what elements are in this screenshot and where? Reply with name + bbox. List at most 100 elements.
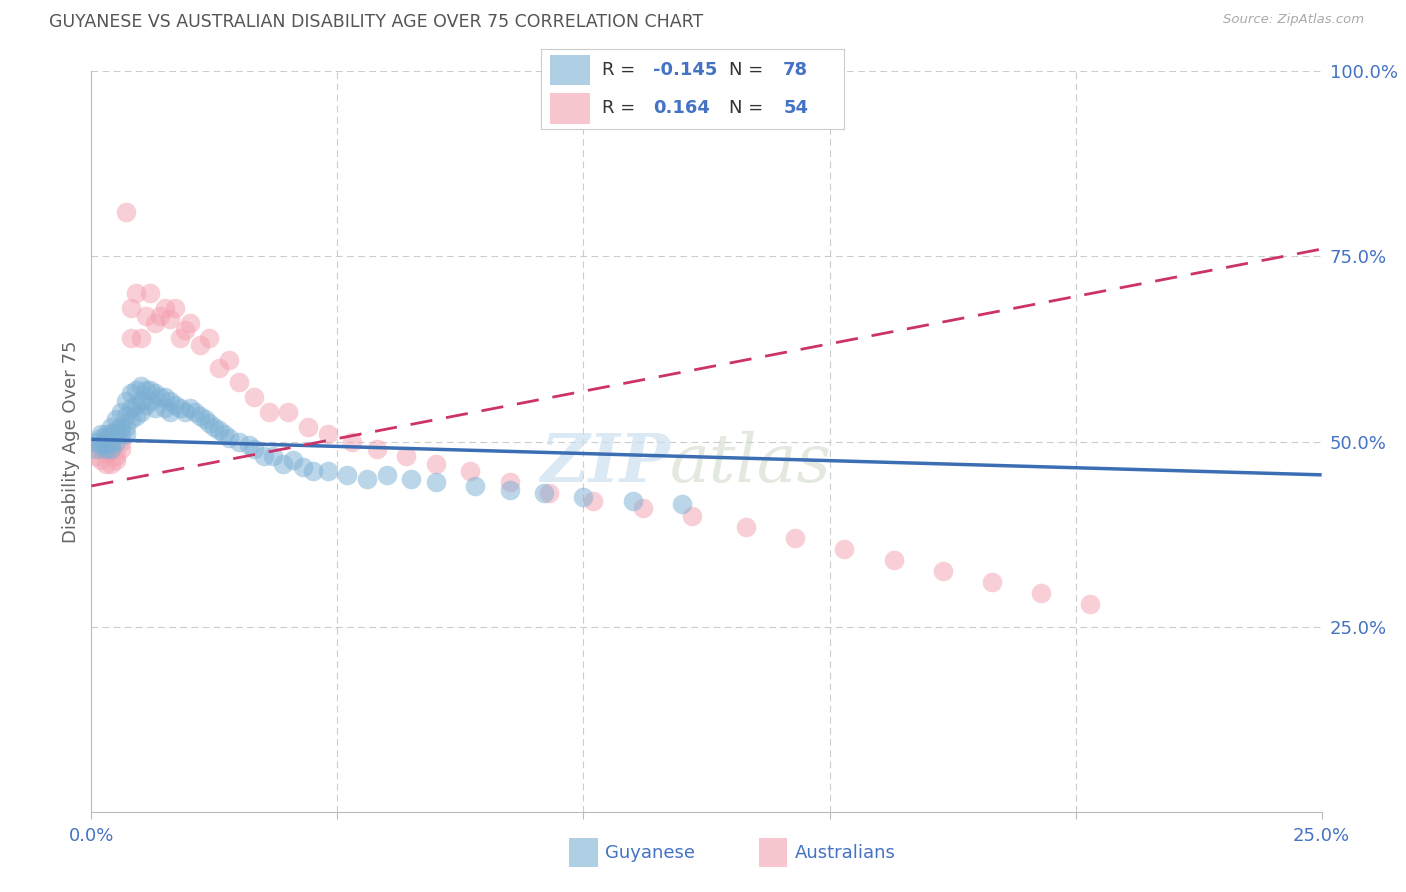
Point: [242, 390, 264, 404]
Text: atlas: atlas: [669, 431, 831, 496]
Point: [631, 501, 654, 516]
Point: [129, 405, 152, 419]
Point: [100, 419, 122, 434]
Text: Source: ZipAtlas.com: Source: ZipAtlas.com: [1223, 13, 1364, 27]
Point: [179, 401, 201, 416]
Text: Guyanese: Guyanese: [605, 844, 695, 862]
Point: [139, 383, 162, 397]
Point: [105, 453, 127, 467]
Point: [228, 434, 250, 449]
Point: [96, 427, 117, 442]
Point: [193, 412, 217, 426]
Text: N =: N =: [728, 100, 769, 118]
Point: [145, 316, 166, 330]
Point: [425, 475, 447, 490]
Point: [198, 331, 221, 345]
Point: [96, 445, 117, 459]
Point: [336, 467, 359, 482]
Point: [238, 438, 260, 452]
Point: [96, 442, 117, 456]
Point: [90, 453, 112, 467]
Point: [257, 405, 280, 419]
Point: [533, 486, 555, 500]
Point: [316, 427, 339, 442]
Point: [124, 383, 146, 397]
Text: R =: R =: [602, 100, 647, 118]
Point: [105, 427, 127, 442]
Point: [208, 360, 231, 375]
Text: Australians: Australians: [794, 844, 896, 862]
Point: [153, 301, 177, 316]
Point: [110, 442, 132, 456]
Point: [129, 379, 152, 393]
Point: [188, 409, 211, 423]
Point: [340, 434, 363, 449]
Point: [198, 416, 221, 430]
Point: [105, 434, 127, 449]
Point: [291, 460, 314, 475]
Point: [931, 564, 953, 578]
Point: [218, 431, 240, 445]
Point: [832, 541, 855, 556]
Point: [114, 393, 138, 408]
Point: [96, 438, 117, 452]
Text: 0.164: 0.164: [654, 100, 710, 118]
Text: R =: R =: [602, 61, 641, 78]
Point: [228, 376, 250, 390]
Point: [145, 386, 166, 401]
Point: [458, 464, 481, 478]
Point: [86, 450, 108, 464]
Point: [153, 390, 177, 404]
Point: [399, 471, 422, 485]
Text: 54: 54: [783, 100, 808, 118]
Point: [980, 575, 1002, 590]
FancyBboxPatch shape: [550, 94, 589, 124]
Point: [425, 457, 447, 471]
Point: [375, 467, 398, 482]
Point: [114, 419, 138, 434]
Text: -0.145: -0.145: [654, 61, 717, 78]
Point: [86, 442, 108, 456]
Point: [90, 442, 112, 456]
Point: [169, 331, 191, 345]
Text: GUYANESE VS AUSTRALIAN DISABILITY AGE OVER 75 CORRELATION CHART: GUYANESE VS AUSTRALIAN DISABILITY AGE OV…: [49, 13, 703, 31]
Point: [281, 453, 304, 467]
Point: [110, 434, 132, 449]
Point: [163, 397, 186, 411]
Point: [90, 438, 112, 452]
Point: [582, 493, 605, 508]
Point: [297, 419, 319, 434]
Point: [174, 324, 197, 338]
Point: [174, 405, 197, 419]
Text: N =: N =: [728, 61, 769, 78]
Point: [105, 450, 127, 464]
Point: [120, 301, 142, 316]
Text: ZIP: ZIP: [540, 431, 669, 496]
Point: [100, 457, 122, 471]
Point: [100, 434, 122, 449]
Point: [572, 490, 595, 504]
Point: [120, 401, 142, 416]
Point: [129, 331, 152, 345]
Point: [301, 464, 323, 478]
Point: [96, 457, 117, 471]
Point: [105, 412, 127, 426]
Point: [883, 553, 905, 567]
Point: [621, 493, 644, 508]
Point: [120, 412, 142, 426]
Point: [100, 427, 122, 442]
Point: [218, 353, 240, 368]
Point: [149, 390, 172, 404]
Point: [120, 386, 142, 401]
Point: [242, 442, 264, 456]
Point: [163, 301, 186, 316]
Point: [139, 286, 162, 301]
Point: [96, 431, 117, 445]
Point: [153, 401, 177, 416]
Point: [316, 464, 339, 478]
Point: [120, 331, 142, 345]
Point: [124, 286, 146, 301]
Point: [110, 419, 132, 434]
Point: [356, 471, 378, 485]
Point: [366, 442, 388, 456]
